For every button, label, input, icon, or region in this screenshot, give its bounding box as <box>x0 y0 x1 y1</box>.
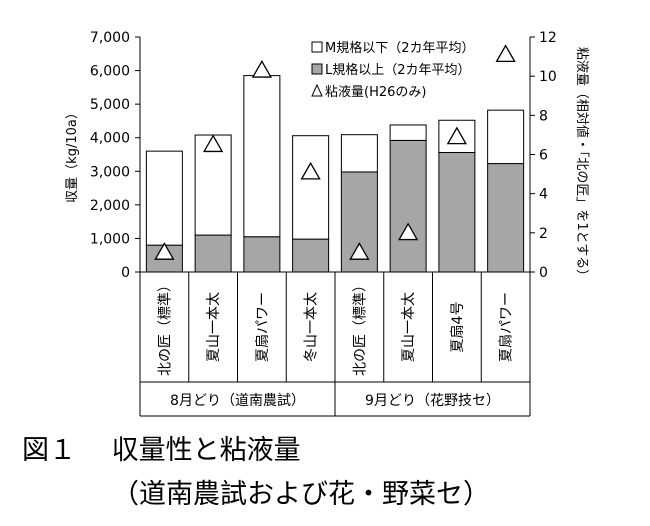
bar-l-grade <box>194 234 232 273</box>
bar-m-grade <box>145 150 183 246</box>
legend-swatch-l <box>311 63 323 75</box>
mucus-marker <box>203 134 224 153</box>
category-label: 夏山一本太 <box>206 292 222 362</box>
bar-m-grade <box>243 75 281 238</box>
mucus-marker <box>398 222 419 241</box>
legend-label: L規格以上（2カ年平均） <box>325 62 471 78</box>
y2-tick-label: 10 <box>539 69 557 85</box>
y2-tick-label: 2 <box>539 226 548 242</box>
plot-area: 0 1,000 2,000 3,000 4,000 5,000 6,000 7,000 0 2 4 6… <box>65 30 590 417</box>
bar-m-grade <box>340 134 378 173</box>
y2-axis-label: 粘液量（相対値・「北の匠」を1とする） <box>574 47 590 282</box>
category-label: 北の匠（標準） <box>352 278 368 376</box>
mucus-marker <box>300 161 321 180</box>
legend-swatch-m <box>311 41 323 53</box>
mucus-marker <box>349 242 370 260</box>
bar-m-grade <box>389 124 427 141</box>
category-label: 夏扇パワー <box>499 292 515 362</box>
y2-tick-label: 8 <box>539 108 548 124</box>
y2-tick-label: 12 <box>539 30 557 46</box>
y2-tick-label: 0 <box>539 265 548 281</box>
bar-m-grade <box>292 135 330 240</box>
mucus-marker <box>154 242 175 260</box>
y-tick-label: 1,000 <box>90 231 130 247</box>
y-tick-label: 6,000 <box>90 64 130 80</box>
yield-mucus-chart: 0 1,000 2,000 3,000 4,000 5,000 6,000 7,000 0 2 4 6… <box>65 30 590 417</box>
category-label: 北の匠（標準） <box>157 278 173 376</box>
legend-swatch-marker <box>311 83 323 97</box>
category-label: 夏扇4号 <box>450 302 466 353</box>
y-tick-label: 2,000 <box>90 198 130 214</box>
category-label: 夏山一本太 <box>401 292 417 362</box>
bar-l-grade <box>389 139 427 273</box>
group-label: 8月どり（道南農試） <box>170 393 305 409</box>
y-tick-label: 4,000 <box>90 131 130 147</box>
y2-tick-label: 6 <box>539 148 548 164</box>
mucus-marker <box>446 126 467 145</box>
bar-m-grade <box>487 109 525 165</box>
figure-caption-source: （道南農試および花・野菜セ） <box>112 479 490 510</box>
category-label: 冬山一本太 <box>304 292 320 362</box>
group-label: 9月どり（花野技セ） <box>365 393 500 409</box>
legend-label: 粘液量(H26のみ) <box>325 85 426 100</box>
category-label: 夏扇パワー <box>255 292 271 362</box>
y2-tick-label: 4 <box>539 187 548 203</box>
bar-l-grade <box>438 151 476 273</box>
bar-m-grade <box>438 119 476 153</box>
y-tick-label: 3,000 <box>90 164 130 180</box>
y-axis-label: 収量（kg/10a） <box>65 106 80 203</box>
mucus-marker <box>495 44 516 63</box>
figure-caption-title: 図１ 収量性と粘液量 <box>22 435 301 466</box>
y-tick-label: 5,000 <box>90 97 130 113</box>
y-tick-label: 7,000 <box>90 30 130 46</box>
mucus-marker <box>251 59 272 78</box>
bar-l-grade <box>487 163 525 273</box>
bar-l-grade <box>292 238 330 273</box>
y-tick-label: 0 <box>121 265 130 281</box>
legend-label: M規格以下（2カ年平均） <box>325 40 475 56</box>
bar-l-grade <box>243 236 281 273</box>
